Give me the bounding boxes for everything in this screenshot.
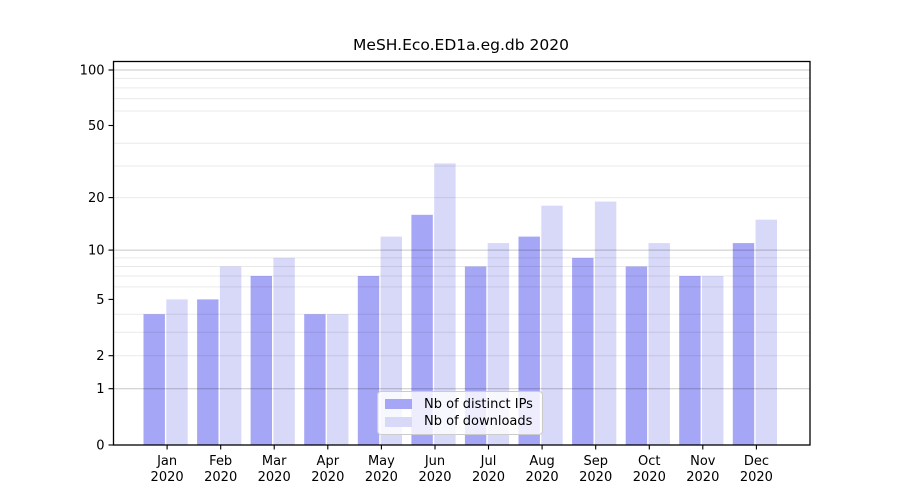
x-tick-label-year-sep: 2020 <box>579 470 612 485</box>
legend-swatch-downloads <box>385 416 412 427</box>
x-tick-label-year-mar: 2020 <box>258 470 291 485</box>
x-tick-label-year-feb: 2020 <box>204 470 237 485</box>
x-tick-label-year-jan: 2020 <box>151 470 184 485</box>
y-tick-label-5: 5 <box>96 293 104 308</box>
x-tick-label-month-jun: Jun <box>424 454 445 469</box>
legend-label-distinct-ips: Nb of distinct IPs <box>424 396 533 412</box>
bar-distinct-ips-oct <box>625 266 648 445</box>
x-tick-label-month-dec: Dec <box>744 454 769 469</box>
y-tick-label-50: 50 <box>88 119 105 134</box>
bar-distinct-ips-jun <box>411 214 433 445</box>
bar-distinct-ips-feb <box>197 299 219 445</box>
x-tick-label-year-apr: 2020 <box>311 470 344 485</box>
y-tick-label-1: 1 <box>96 382 104 397</box>
bar-distinct-ips-dec <box>732 243 755 445</box>
bars-layer <box>143 163 777 445</box>
bar-downloads-aug <box>541 205 563 445</box>
x-tick-label-month-aug: Aug <box>529 454 554 469</box>
x-tick-label-year-jun: 2020 <box>418 470 451 485</box>
y-tick-label-10: 10 <box>88 244 105 259</box>
y-tick-label-20: 20 <box>88 191 105 206</box>
bar-downloads-sep <box>594 201 617 445</box>
legend-label-downloads: Nb of downloads <box>424 414 533 430</box>
bar-downloads-jun <box>434 163 456 445</box>
x-tick-label-year-oct: 2020 <box>633 470 666 485</box>
axes-layer: 0125102050100Jan2020Feb2020Mar2020Apr202… <box>80 60 811 485</box>
legend: Nb of distinct IPs Nb of downloads <box>377 391 543 435</box>
y-tick-label-2: 2 <box>96 349 104 364</box>
x-tick-label-month-feb: Feb <box>209 454 232 469</box>
gridlines-layer <box>113 69 810 390</box>
x-tick-label-month-jan: Jan <box>156 454 177 469</box>
bar-distinct-ips-apr <box>304 314 326 445</box>
bar-downloads-nov <box>702 276 724 445</box>
bar-distinct-ips-sep <box>572 257 594 445</box>
legend-swatch-distinct-ips <box>385 399 412 410</box>
x-tick-label-year-dec: 2020 <box>740 470 773 485</box>
bar-distinct-ips-jan <box>143 314 165 445</box>
legend-item-downloads: Nb of downloads <box>378 414 542 429</box>
bar-distinct-ips-nov <box>679 276 701 445</box>
y-tick-label-0: 0 <box>96 439 104 454</box>
x-tick-label-month-may: May <box>368 454 395 469</box>
x-tick-label-year-aug: 2020 <box>526 470 559 485</box>
x-tick-label-month-jul: Jul <box>480 454 497 469</box>
x-tick-label-year-may: 2020 <box>365 470 398 485</box>
bar-downloads-dec <box>755 219 777 445</box>
y-tick-label-100: 100 <box>80 64 105 79</box>
x-tick-label-year-nov: 2020 <box>686 470 719 485</box>
bar-distinct-ips-mar <box>250 276 272 445</box>
bar-downloads-apr <box>327 314 349 445</box>
chart-title: MeSH.Eco.ED1a.eg.db 2020 <box>353 36 569 54</box>
bar-distinct-ips-may <box>357 276 380 445</box>
bar-downloads-jan <box>166 299 188 445</box>
bar-downloads-mar <box>273 257 295 445</box>
x-tick-label-month-apr: Apr <box>317 454 340 469</box>
x-tick-label-month-mar: Mar <box>262 454 287 469</box>
x-tick-label-year-jul: 2020 <box>472 470 505 485</box>
x-tick-label-month-oct: Oct <box>638 454 660 469</box>
bar-downloads-feb <box>219 266 242 445</box>
plot-border <box>112 60 811 446</box>
bar-downloads-oct <box>648 243 670 445</box>
legend-item-distinct-ips: Nb of distinct IPs <box>378 397 542 412</box>
x-tick-label-month-sep: Sep <box>583 454 608 469</box>
x-tick-label-month-nov: Nov <box>690 454 716 469</box>
